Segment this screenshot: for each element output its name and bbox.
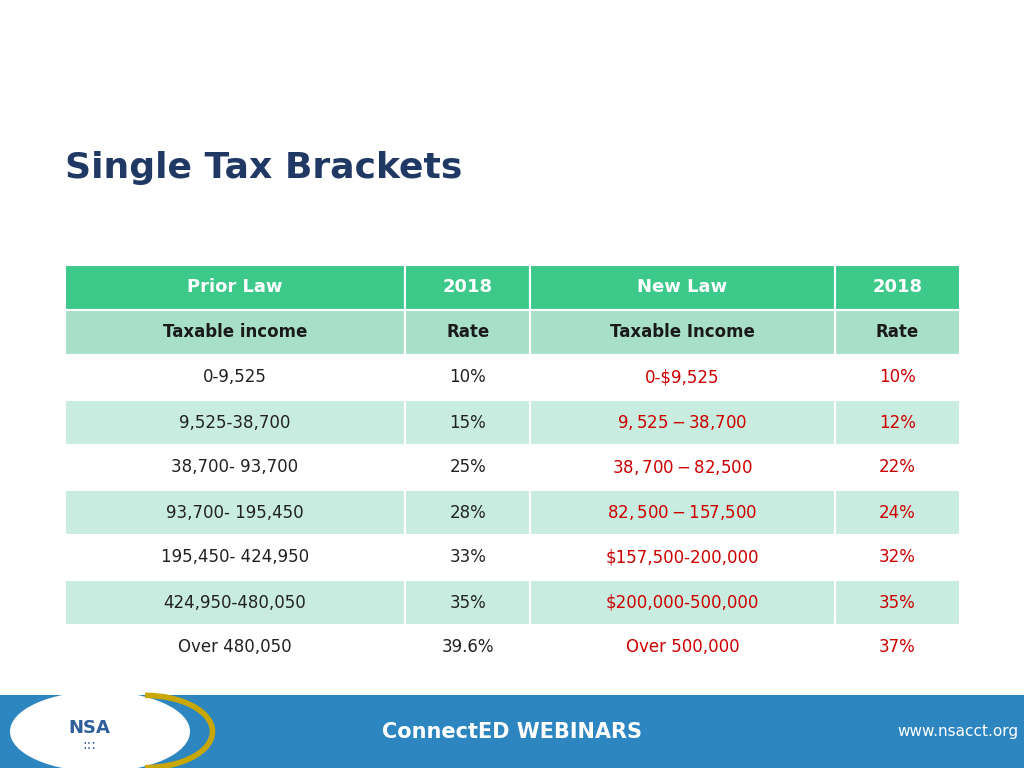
Text: 2018: 2018	[442, 279, 493, 296]
Text: 10%: 10%	[450, 369, 486, 386]
Bar	[65, 490, 406, 535]
Bar	[530, 310, 835, 355]
Text: $200,000-500,000: $200,000-500,000	[606, 594, 759, 611]
Bar	[835, 265, 961, 310]
Bar	[65, 400, 406, 445]
Ellipse shape	[10, 691, 190, 768]
Text: Over 500,000: Over 500,000	[626, 638, 739, 657]
Bar	[835, 625, 961, 670]
Text: 33%: 33%	[450, 548, 486, 567]
Bar	[65, 265, 406, 310]
Bar	[406, 310, 530, 355]
Text: ConnectED WEBINARS: ConnectED WEBINARS	[382, 721, 642, 741]
Text: 0-$9,525: 0-$9,525	[645, 369, 720, 386]
Text: 37%: 37%	[879, 638, 915, 657]
Text: 39.6%: 39.6%	[441, 638, 494, 657]
Bar	[65, 445, 406, 490]
Text: $38,700-$82,500: $38,700-$82,500	[612, 458, 753, 477]
Bar	[406, 445, 530, 490]
Bar	[65, 310, 406, 355]
Bar	[406, 580, 530, 625]
Bar	[65, 535, 406, 580]
Text: 32%: 32%	[879, 548, 915, 567]
Text: 38,700- 93,700: 38,700- 93,700	[171, 458, 299, 476]
Text: Taxable income: Taxable income	[163, 323, 307, 342]
Bar	[406, 535, 530, 580]
Text: 15%: 15%	[450, 413, 486, 432]
Bar	[835, 400, 961, 445]
Text: Over 480,050: Over 480,050	[178, 638, 292, 657]
Text: 24%: 24%	[879, 504, 915, 521]
Bar	[530, 400, 835, 445]
Bar	[530, 580, 835, 625]
Text: 2018: 2018	[872, 279, 923, 296]
Bar	[65, 355, 406, 400]
Text: Rate: Rate	[446, 323, 489, 342]
Text: $82,500-$157,500: $82,500-$157,500	[607, 503, 758, 522]
Text: 0-9,525: 0-9,525	[203, 369, 267, 386]
Bar	[530, 265, 835, 310]
Bar	[530, 445, 835, 490]
Bar	[835, 580, 961, 625]
Text: 35%: 35%	[879, 594, 915, 611]
Bar	[406, 265, 530, 310]
Text: 25%: 25%	[450, 458, 486, 476]
Text: Taxable Income: Taxable Income	[610, 323, 755, 342]
Text: Single Tax Brackets: Single Tax Brackets	[65, 151, 463, 185]
Text: Prior Law: Prior Law	[187, 279, 283, 296]
Text: 22%: 22%	[879, 458, 915, 476]
Bar	[530, 355, 835, 400]
Text: 9,525-38,700: 9,525-38,700	[179, 413, 291, 432]
Text: 12%: 12%	[879, 413, 915, 432]
Bar	[65, 580, 406, 625]
Bar	[835, 490, 961, 535]
Bar	[835, 445, 961, 490]
Text: $157,500-200,000: $157,500-200,000	[606, 548, 760, 567]
Text: 28%: 28%	[450, 504, 486, 521]
Bar	[406, 490, 530, 535]
Text: www.nsacct.org: www.nsacct.org	[897, 724, 1018, 739]
Text: 195,450- 424,950: 195,450- 424,950	[161, 548, 309, 567]
Bar	[406, 625, 530, 670]
Text: 93,700- 195,450: 93,700- 195,450	[166, 504, 304, 521]
Bar	[406, 400, 530, 445]
Text: New Law: New Law	[638, 279, 728, 296]
Bar	[835, 535, 961, 580]
Bar	[530, 625, 835, 670]
Bar	[530, 535, 835, 580]
Bar	[406, 355, 530, 400]
Bar	[835, 310, 961, 355]
Text: 10%: 10%	[879, 369, 915, 386]
Bar	[0, 695, 1024, 768]
Text: 35%: 35%	[450, 594, 486, 611]
Text: $9,525-$38,700: $9,525-$38,700	[617, 413, 748, 432]
Text: :::: :::	[83, 738, 96, 753]
Bar	[835, 355, 961, 400]
Bar	[530, 490, 835, 535]
Text: 424,950-480,050: 424,950-480,050	[164, 594, 306, 611]
Text: NSA: NSA	[69, 719, 111, 737]
Bar	[65, 625, 406, 670]
Text: Rate: Rate	[876, 323, 919, 342]
